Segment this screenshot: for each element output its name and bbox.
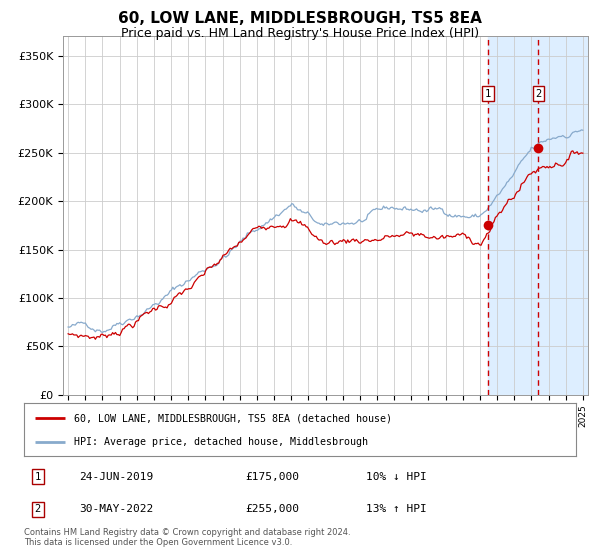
Text: 24-JUN-2019: 24-JUN-2019 bbox=[79, 472, 154, 482]
Text: 2: 2 bbox=[35, 505, 41, 515]
Text: £175,000: £175,000 bbox=[245, 472, 299, 482]
Text: £255,000: £255,000 bbox=[245, 505, 299, 515]
Text: 1: 1 bbox=[35, 472, 41, 482]
Text: 10% ↓ HPI: 10% ↓ HPI bbox=[366, 472, 427, 482]
Text: 13% ↑ HPI: 13% ↑ HPI bbox=[366, 505, 427, 515]
Text: HPI: Average price, detached house, Middlesbrough: HPI: Average price, detached house, Midd… bbox=[74, 437, 368, 447]
Text: 2: 2 bbox=[535, 88, 542, 99]
Text: 1: 1 bbox=[485, 88, 491, 99]
Text: Contains HM Land Registry data © Crown copyright and database right 2024.
This d: Contains HM Land Registry data © Crown c… bbox=[24, 528, 350, 547]
Text: 60, LOW LANE, MIDDLESBROUGH, TS5 8EA (detached house): 60, LOW LANE, MIDDLESBROUGH, TS5 8EA (de… bbox=[74, 413, 392, 423]
Text: 60, LOW LANE, MIDDLESBROUGH, TS5 8EA: 60, LOW LANE, MIDDLESBROUGH, TS5 8EA bbox=[118, 11, 482, 26]
Bar bbox=[488, 36, 592, 395]
Text: 30-MAY-2022: 30-MAY-2022 bbox=[79, 505, 154, 515]
Text: Price paid vs. HM Land Registry's House Price Index (HPI): Price paid vs. HM Land Registry's House … bbox=[121, 27, 479, 40]
